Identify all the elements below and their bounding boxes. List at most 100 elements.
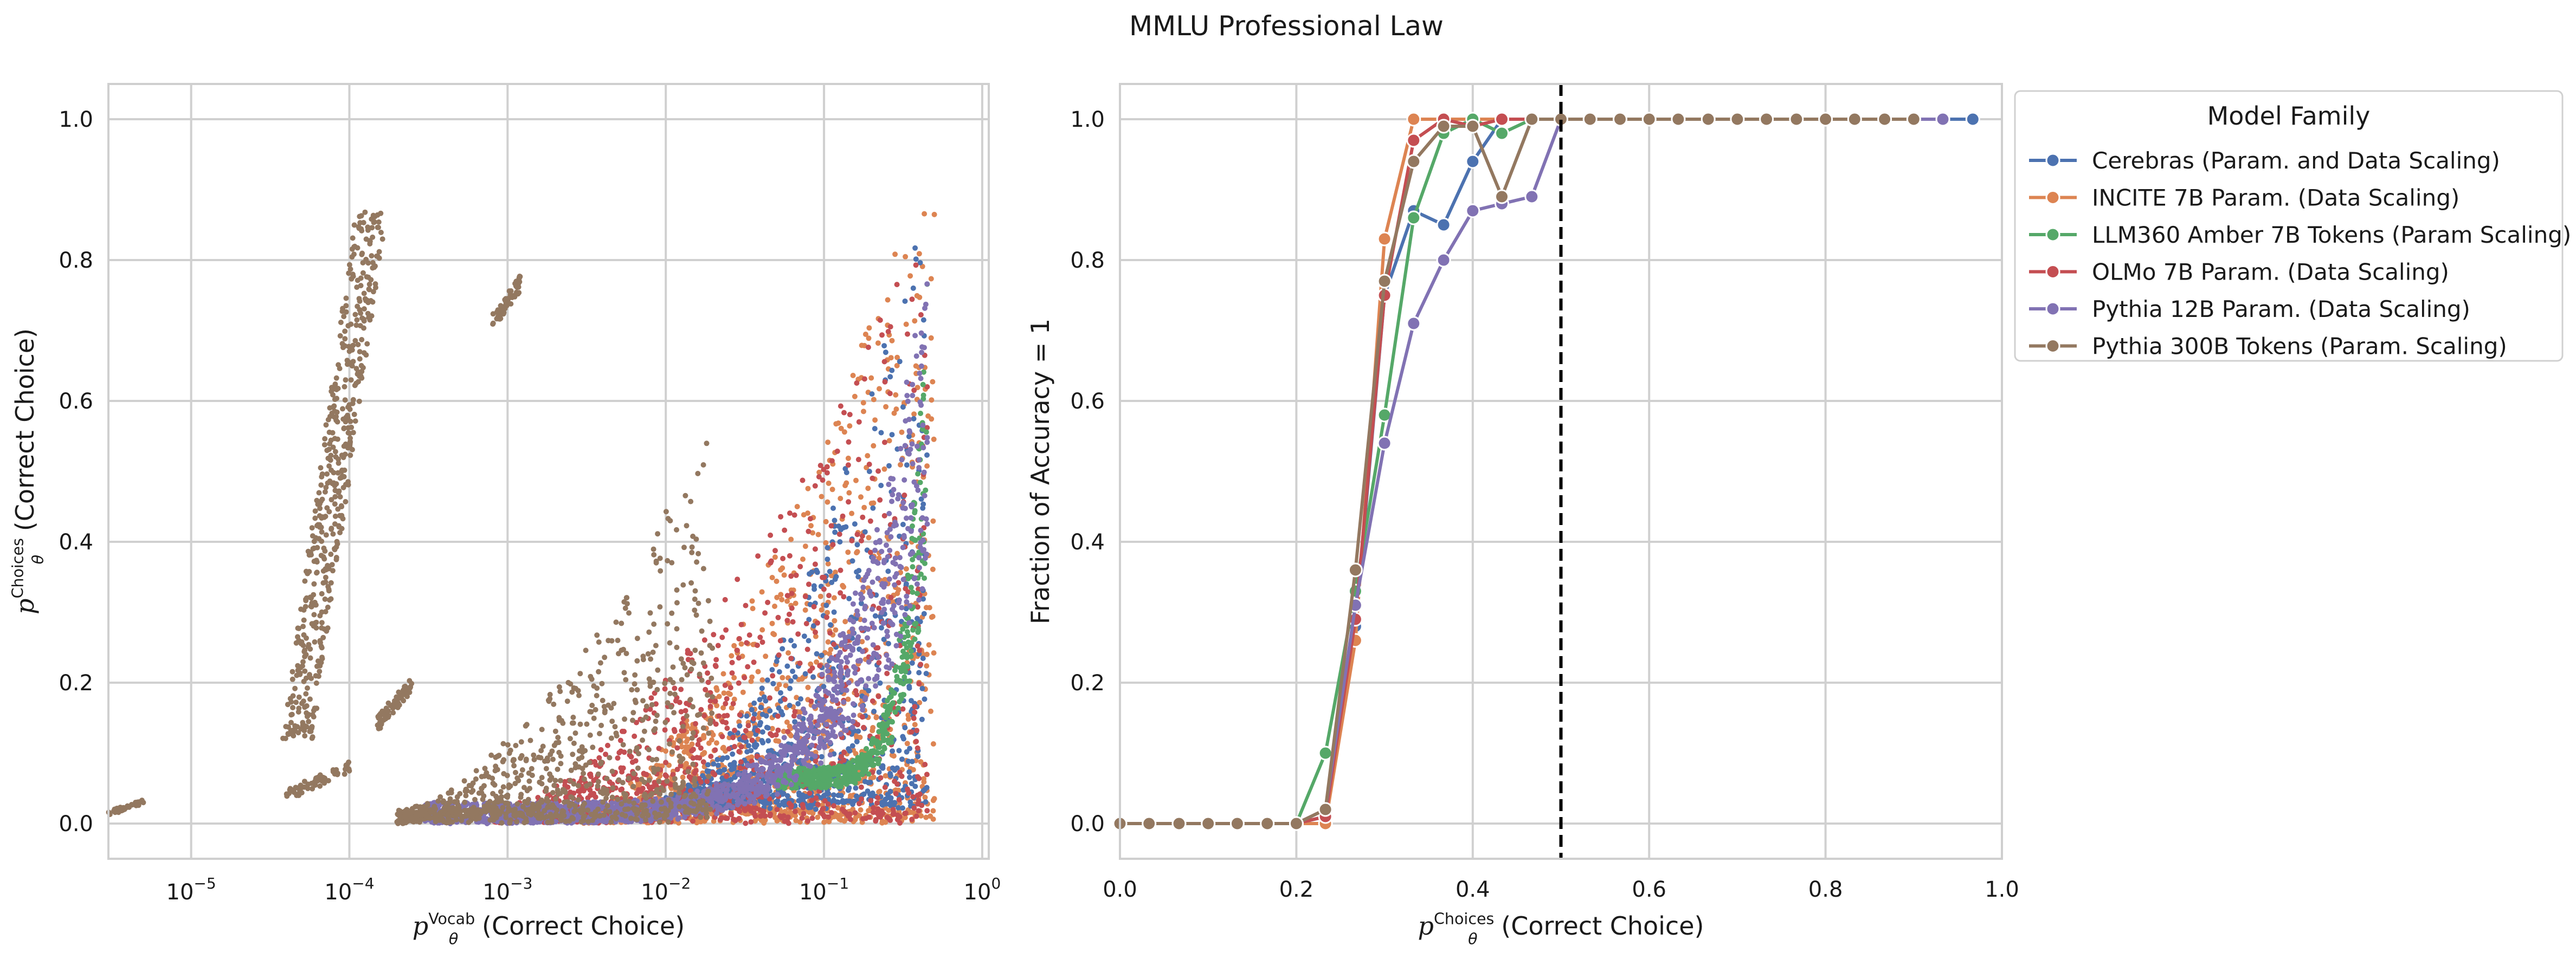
scatter-point [884, 698, 890, 704]
scatter-point [814, 651, 820, 657]
scatter-point [722, 713, 727, 719]
scatter-point [854, 542, 860, 548]
scatter-point [854, 793, 859, 799]
scatter-point [787, 611, 792, 617]
scatter-point [712, 698, 718, 704]
scatter-point [906, 678, 912, 684]
scatter-point [919, 349, 925, 355]
scatter-point [849, 558, 855, 564]
scatter-point [800, 477, 806, 483]
scatter-point [792, 808, 798, 814]
scatter-point [909, 660, 915, 666]
scatter-point [877, 680, 883, 686]
scatter-point [823, 721, 829, 727]
scatter-point [924, 452, 930, 458]
scatter-point [751, 659, 757, 665]
scatter-point [800, 802, 806, 808]
scatter-point [759, 677, 765, 683]
scatter-point [804, 646, 810, 652]
scatter-point [822, 798, 828, 804]
scatter-point [738, 621, 744, 627]
scatter-point [888, 694, 894, 699]
scatter-point [801, 512, 807, 518]
scatter-point [900, 404, 906, 410]
scatter-point [928, 276, 934, 282]
scatter-point [833, 769, 839, 775]
scatter-point [816, 745, 822, 751]
scatter-point [641, 770, 647, 776]
scatter-point [808, 721, 814, 726]
scatter-point [930, 379, 936, 385]
scatter-point [689, 748, 695, 754]
scatter-point [696, 737, 702, 743]
scatter-point [870, 762, 876, 768]
scatter-point [780, 646, 785, 652]
scatter-point [843, 524, 849, 530]
scatter-point [720, 705, 726, 711]
scatter-point [853, 764, 859, 770]
scatter-point [795, 631, 801, 637]
scatter-point [835, 805, 841, 811]
scatter-point [716, 694, 722, 699]
scatter-point [924, 463, 930, 469]
scatter-point [893, 392, 899, 398]
scatter-point [850, 801, 855, 807]
scatter-point [724, 755, 730, 761]
scatter-point [802, 710, 808, 716]
scatter-point [703, 686, 709, 692]
scatter-point [735, 576, 740, 582]
scatter-point [918, 312, 924, 317]
scatter-point [904, 393, 910, 399]
scatter-point [824, 791, 830, 797]
scatter-point [840, 800, 846, 805]
scatter-point [860, 585, 866, 590]
scatter-point [920, 445, 926, 451]
scatter-point [918, 813, 924, 819]
scatter-point [840, 763, 846, 769]
scatter-point [812, 785, 818, 790]
scatter-point [860, 649, 865, 655]
scatter-point [735, 647, 740, 653]
scatter-point [795, 701, 801, 707]
scatter-point [731, 643, 737, 649]
scatter-point [717, 817, 723, 822]
scatter-point [871, 709, 877, 714]
scatter-point [909, 817, 915, 822]
scatter-point [749, 737, 755, 743]
scatter-point [899, 756, 905, 762]
scatter-point [769, 575, 775, 580]
scatter-point [783, 683, 789, 689]
scatter-point [787, 553, 793, 559]
scatter-point [824, 470, 830, 476]
scatter-point [802, 671, 808, 677]
scatter-point [672, 728, 678, 734]
scatter-point [905, 572, 911, 578]
scatter-point [784, 818, 790, 824]
scatter-point [918, 375, 924, 381]
scatter-point [770, 681, 776, 686]
scatter-point [801, 794, 807, 800]
scatter-point [919, 685, 925, 691]
scatter-point [743, 820, 749, 826]
scatter-point [646, 785, 652, 790]
scatter-point [692, 770, 698, 776]
scatter-point [905, 398, 911, 404]
scatter-point [915, 745, 920, 751]
scatter-point [784, 618, 790, 624]
scatter-point [917, 699, 923, 705]
scatter-point [873, 683, 879, 689]
scatter-point [916, 681, 922, 686]
scatter-point [910, 627, 916, 633]
scatter-point [723, 701, 729, 707]
scatter-point [922, 493, 928, 498]
scatter-point [752, 818, 758, 824]
scatter-point [898, 462, 903, 468]
scatter-point [871, 774, 877, 780]
scatter-point [843, 775, 849, 781]
scatter-point [862, 332, 868, 337]
scatter-point [817, 663, 823, 669]
scatter-point [884, 542, 889, 548]
scatter-point [819, 652, 825, 658]
scatter-point [846, 746, 852, 752]
